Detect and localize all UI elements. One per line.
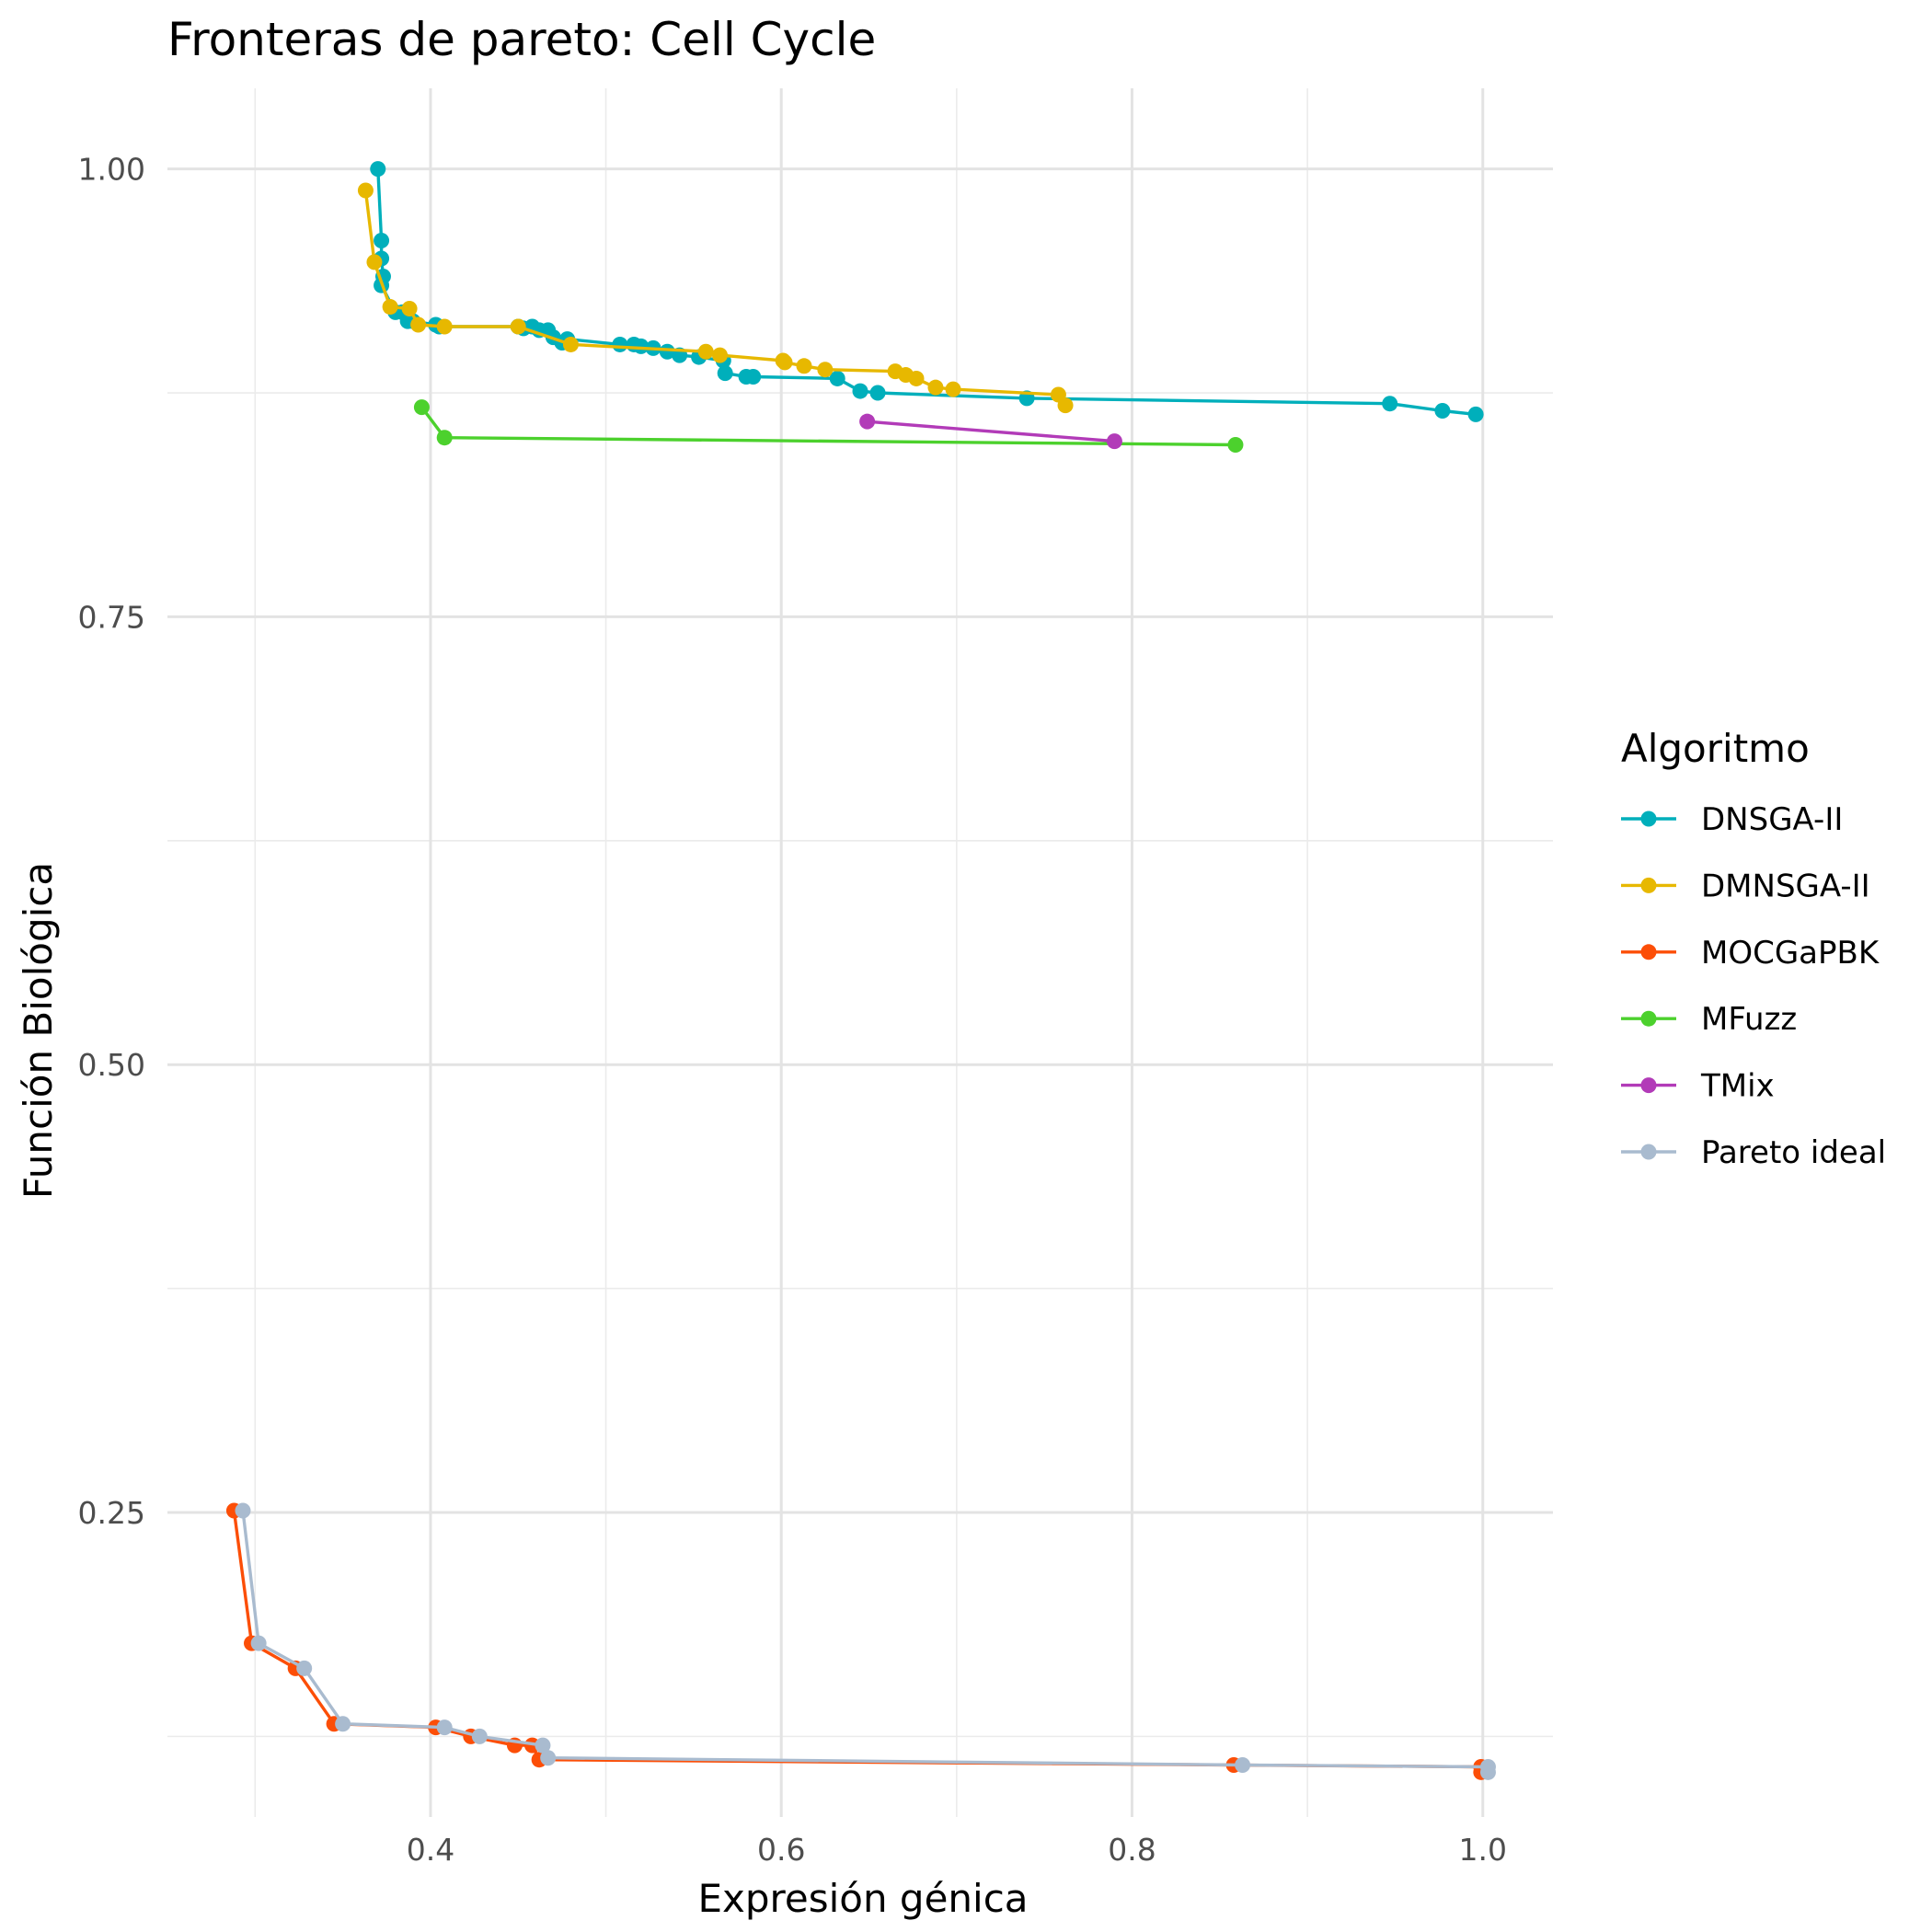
legend-key-point <box>1640 1144 1657 1160</box>
data-point-dmnsga-ii <box>908 370 925 386</box>
legend-key-point <box>1640 877 1657 893</box>
series-tmix <box>859 413 1122 450</box>
data-point-dnsga-ii <box>745 368 762 385</box>
data-point-pareto-ideal <box>436 1719 453 1736</box>
data-point-dmnsga-ii <box>357 182 374 199</box>
data-point-dnsga-ii <box>370 161 386 178</box>
series-mocgapbk <box>225 1502 1489 1780</box>
data-point-pareto-ideal <box>1479 1764 1496 1780</box>
data-point-dnsga-ii <box>374 233 390 249</box>
y-tick-label: 0.50 <box>78 1047 145 1083</box>
data-point-dmnsga-ii <box>945 381 961 397</box>
x-tick-label: 0.4 <box>407 1832 454 1868</box>
data-point-dmnsga-ii <box>410 316 427 333</box>
series-line-tmix <box>867 420 1115 443</box>
legend-item-pareto-ideal: Pareto ideal <box>1621 1134 1886 1171</box>
series-line-dmnsga-ii <box>363 190 1067 407</box>
series-mfuzz <box>413 399 1244 453</box>
data-point-dmnsga-ii <box>817 362 834 378</box>
data-point-dmnsga-ii <box>436 318 453 335</box>
data-point-pareto-ideal <box>1235 1757 1251 1774</box>
data-point-dmnsga-ii <box>382 299 398 316</box>
legend-key-point <box>1640 1010 1657 1027</box>
legend-key-point <box>1640 1077 1657 1094</box>
series-layer <box>225 161 1496 1780</box>
data-point-dnsga-ii <box>1382 396 1398 412</box>
y-axis-ticks: 0.25 0.50 0.75 1.00 <box>78 152 145 1531</box>
x-axis-title: Expresión génica <box>697 1876 1028 1921</box>
data-point-dnsga-ii <box>829 370 845 386</box>
legend-label: MFuzz <box>1701 1001 1797 1038</box>
data-point-dmnsga-ii <box>562 336 579 352</box>
x-tick-label: 1.0 <box>1459 1832 1507 1868</box>
data-point-mfuzz <box>1227 436 1244 453</box>
data-point-pareto-ideal <box>335 1716 351 1732</box>
legend-item-dnsga-ii: DNSGA-II <box>1621 801 1843 838</box>
data-point-dnsga-ii <box>633 338 650 354</box>
x-tick-label: 0.6 <box>757 1832 805 1868</box>
data-point-dmnsga-ii <box>776 354 793 371</box>
data-point-dmnsga-ii <box>711 347 728 363</box>
data-point-dmnsga-ii <box>927 379 944 396</box>
y-tick-label: 1.00 <box>78 152 145 188</box>
legend-item-dmnsga-ii: DMNSGA-II <box>1621 868 1870 904</box>
y-tick-label: 0.75 <box>78 599 145 635</box>
legend-label: DNSGA-II <box>1701 801 1843 838</box>
data-point-pareto-ideal <box>535 1737 551 1754</box>
chart-title: Fronteras de pareto: Cell Cycle <box>167 13 876 66</box>
data-point-dnsga-ii <box>1467 406 1484 422</box>
x-tick-label: 0.8 <box>1108 1832 1156 1868</box>
legend-key-point <box>1640 944 1657 960</box>
data-point-dnsga-ii <box>717 365 733 382</box>
data-point-pareto-ideal <box>471 1728 488 1744</box>
data-point-tmix <box>859 413 876 430</box>
legend-label: Pareto ideal <box>1701 1134 1886 1171</box>
data-point-dnsga-ii <box>869 385 886 401</box>
data-point-dmnsga-ii <box>401 300 418 316</box>
data-point-mfuzz <box>413 399 430 416</box>
data-point-dmnsga-ii <box>796 358 812 374</box>
data-point-dmnsga-ii <box>697 343 714 360</box>
series-dmnsga-ii <box>357 182 1074 414</box>
data-point-mfuzz <box>436 430 453 446</box>
series-line-mocgapbk <box>232 1510 1483 1773</box>
legend-label: DMNSGA-II <box>1701 868 1870 904</box>
legend-key-point <box>1640 811 1657 827</box>
legend-item-mfuzz: MFuzz <box>1621 1001 1797 1038</box>
legend-label: TMix <box>1700 1068 1775 1105</box>
legend-title: Algoritmo <box>1621 726 1810 771</box>
x-axis-ticks: 0.4 0.6 0.8 1.0 <box>407 1832 1507 1868</box>
data-point-dnsga-ii <box>1434 402 1451 419</box>
data-point-pareto-ideal <box>250 1635 267 1651</box>
legend-label: MOCGaPBK <box>1701 935 1880 972</box>
data-point-dnsga-ii <box>852 383 868 399</box>
data-point-tmix <box>1106 433 1122 450</box>
legend: Algoritmo DNSGA-II DMNSGA-II MOCGaPBK MFuzz… <box>1621 726 1886 1171</box>
data-point-dnsga-ii <box>612 336 628 352</box>
data-point-pareto-ideal <box>235 1502 251 1519</box>
legend-item-tmix: TMix <box>1621 1068 1775 1105</box>
data-point-dnsga-ii <box>659 343 675 360</box>
legend-item-mocgapbk: MOCGaPBK <box>1621 935 1880 972</box>
data-point-pareto-ideal <box>296 1660 313 1676</box>
data-point-dmnsga-ii <box>1057 397 1074 414</box>
grid-minor <box>167 88 1553 1817</box>
data-point-dmnsga-ii <box>366 254 383 270</box>
series-line-dnsga-ii <box>376 168 1477 417</box>
y-tick-label: 0.25 <box>78 1495 145 1531</box>
data-point-dmnsga-ii <box>510 318 526 335</box>
series-pareto-ideal <box>235 1502 1496 1780</box>
data-point-pareto-ideal <box>540 1750 557 1766</box>
y-axis-title: Función Biológica <box>16 862 61 1199</box>
grid-major <box>167 88 1553 1817</box>
